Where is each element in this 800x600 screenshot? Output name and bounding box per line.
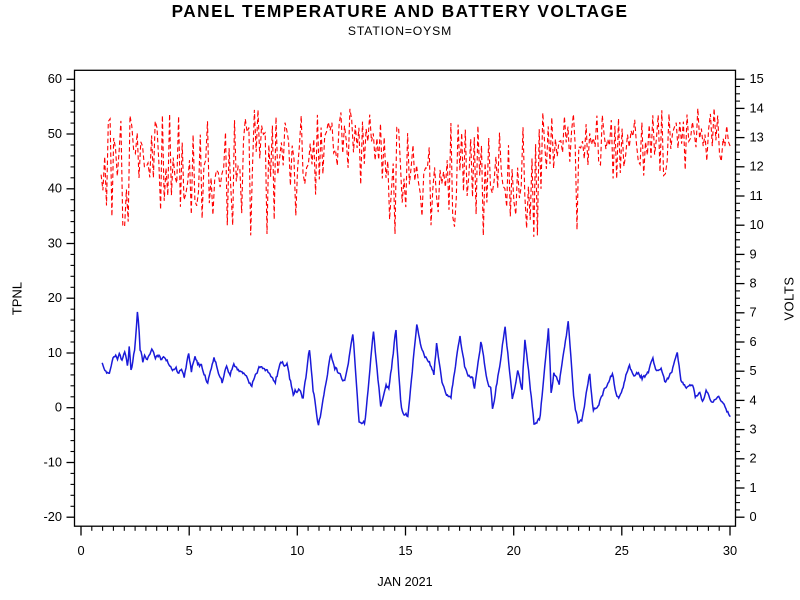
svg-text:-10: -10 <box>44 454 63 469</box>
svg-text:5: 5 <box>186 543 193 558</box>
svg-text:5: 5 <box>750 363 757 378</box>
svg-text:40: 40 <box>48 181 62 196</box>
svg-text:1: 1 <box>750 480 757 495</box>
svg-text:6: 6 <box>750 334 757 349</box>
svg-text:4: 4 <box>750 392 757 407</box>
svg-text:30: 30 <box>723 543 737 558</box>
svg-text:10: 10 <box>750 217 764 232</box>
svg-text:7: 7 <box>750 305 757 320</box>
svg-text:11: 11 <box>750 188 763 203</box>
svg-text:15: 15 <box>750 71 764 86</box>
svg-text:20: 20 <box>507 543 521 558</box>
svg-text:12: 12 <box>750 159 764 174</box>
svg-text:50: 50 <box>48 126 62 141</box>
svg-text:2: 2 <box>750 451 757 466</box>
svg-text:3: 3 <box>750 422 757 437</box>
svg-text:13: 13 <box>750 130 764 145</box>
svg-text:0: 0 <box>55 400 62 415</box>
svg-text:8: 8 <box>750 276 757 291</box>
svg-text:15: 15 <box>398 543 412 558</box>
svg-text:20: 20 <box>48 290 62 305</box>
svg-text:25: 25 <box>615 543 629 558</box>
svg-text:-20: -20 <box>44 509 63 524</box>
svg-text:60: 60 <box>48 71 62 86</box>
svg-text:10: 10 <box>290 543 304 558</box>
svg-text:10: 10 <box>48 345 62 360</box>
svg-text:30: 30 <box>48 235 62 250</box>
svg-text:0: 0 <box>750 509 757 524</box>
svg-text:14: 14 <box>750 100 764 115</box>
svg-text:9: 9 <box>750 246 757 261</box>
svg-text:0: 0 <box>77 543 84 558</box>
